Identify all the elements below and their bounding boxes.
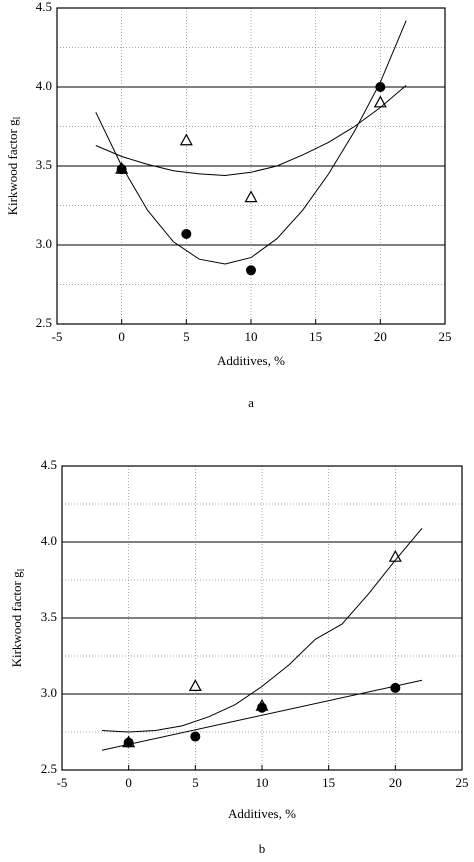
x-tick-label: 15 <box>309 329 322 344</box>
point <box>257 702 267 713</box>
x-tick-label: 20 <box>389 775 402 790</box>
x-tick-label: 20 <box>374 329 387 344</box>
y-tick-label: 3.0 <box>41 685 57 700</box>
point <box>179 133 193 146</box>
x-axis-label: Additives, % <box>228 806 296 821</box>
x-tick-label: 25 <box>439 329 452 344</box>
x-tick-label: -5 <box>52 329 63 344</box>
y-tick-label: 3.5 <box>36 157 52 172</box>
fit-curve <box>95 20 407 265</box>
x-tick-label: 5 <box>192 775 199 790</box>
panel-caption: b <box>259 841 266 856</box>
point <box>123 737 134 748</box>
point <box>190 731 201 742</box>
x-axis-label: Additives, % <box>217 353 285 368</box>
plot-frame <box>56 7 446 325</box>
x-tick-label: 25 <box>456 775 469 790</box>
y-axis-label: Kirkwood factor gl <box>5 116 23 215</box>
panel-caption: a <box>248 395 254 410</box>
y-tick-label: 4.0 <box>41 533 57 548</box>
y-tick-label: 4.5 <box>36 0 52 14</box>
point <box>116 164 127 175</box>
fit-curve <box>101 679 423 751</box>
y-axis-label-sub: l <box>16 568 27 571</box>
point <box>188 679 202 691</box>
y-axis-label-sub: l <box>12 116 23 119</box>
point <box>244 190 258 203</box>
y-tick-label: 2.5 <box>41 761 57 776</box>
plot-frame <box>61 465 463 771</box>
x-tick-label: 0 <box>125 775 132 790</box>
y-axis-label-main: Kirkwood factor g <box>5 119 20 216</box>
y-tick-label: 4.0 <box>36 78 52 93</box>
y-tick-label: 4.5 <box>41 457 57 472</box>
y-axis-label: Kirkwood factor gl <box>9 568 27 667</box>
point <box>373 95 387 108</box>
point <box>181 228 192 239</box>
x-tick-label: 10 <box>245 329 258 344</box>
point <box>375 82 386 92</box>
x-tick-label: 15 <box>322 775 335 790</box>
y-tick-label: 2.5 <box>36 315 52 330</box>
x-tick-label: 0 <box>118 329 125 344</box>
y-tick-label: 3.5 <box>41 609 57 624</box>
x-tick-label: 10 <box>256 775 269 790</box>
fit-curve <box>101 527 423 733</box>
fit-curve <box>95 85 407 177</box>
y-tick-label: 3.0 <box>36 236 52 251</box>
point <box>390 682 401 693</box>
x-tick-label: 5 <box>183 329 190 344</box>
y-axis-label-main: Kirkwood factor g <box>9 571 24 668</box>
x-tick-label: -5 <box>57 775 68 790</box>
point <box>246 265 256 276</box>
